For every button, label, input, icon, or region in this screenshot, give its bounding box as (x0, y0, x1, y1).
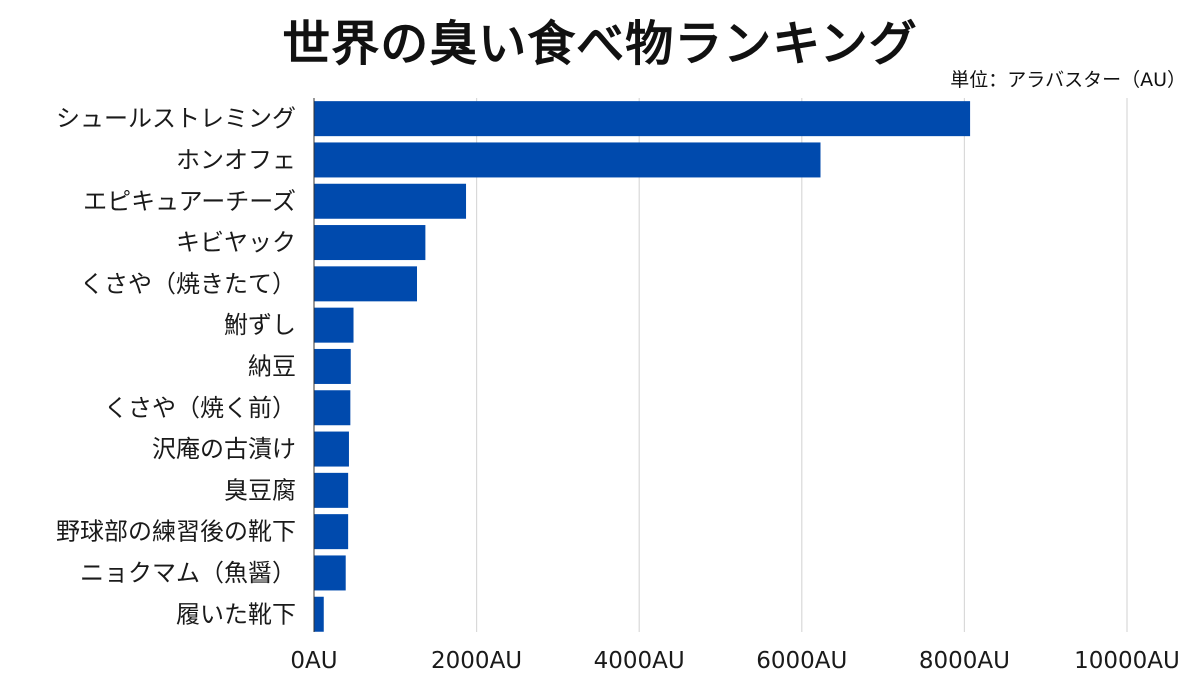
grid-lines (476, 98, 1128, 632)
bar (314, 514, 349, 550)
category-label: 履いた靴下 (176, 600, 296, 628)
category-label: 沢庵の古漬け (152, 435, 296, 463)
category-label: 納豆 (248, 352, 296, 380)
category-label: エピキュアーチーズ (83, 187, 296, 215)
category-label: 鮒ずし (224, 311, 296, 339)
bar (314, 183, 467, 219)
bar (314, 348, 351, 384)
category-label: シュールストレミング (56, 105, 296, 133)
bar (314, 596, 324, 632)
unit-label: 単位：アラバスター（AU） (950, 69, 1186, 91)
bar (314, 431, 349, 467)
bar (314, 101, 971, 137)
bars (314, 101, 971, 632)
x-tick-label: 8000AU (919, 648, 1010, 674)
bar (314, 555, 346, 591)
category-label: キビヤック (176, 229, 296, 257)
bar (314, 307, 354, 343)
bar (314, 266, 418, 302)
chart-title: 世界の臭い食べ物ランキング (282, 16, 918, 72)
category-label: 野球部の練習後の靴下 (56, 518, 296, 546)
category-label: くさや（焼きたて） (80, 270, 296, 298)
category-label: くさや（焼く前） (104, 394, 296, 422)
x-tick-label: 2000AU (431, 648, 522, 674)
x-tick-label: 0AU (290, 648, 337, 674)
bar (314, 472, 349, 508)
bar (314, 225, 426, 261)
tick-labels: 0AU 2000AU 4000AU 6000AU 8000AU 10000AU (290, 648, 1179, 674)
x-tick-label: 4000AU (594, 648, 685, 674)
bar (314, 390, 351, 426)
x-tick-label: 6000AU (756, 648, 847, 674)
category-label: 臭豆腐 (224, 476, 296, 504)
x-tick-label: 10000AU (1074, 648, 1180, 674)
category-label: ニョクマム（魚醤） (80, 559, 296, 587)
bar (314, 142, 821, 178)
category-label: ホンオフェ (176, 146, 296, 174)
